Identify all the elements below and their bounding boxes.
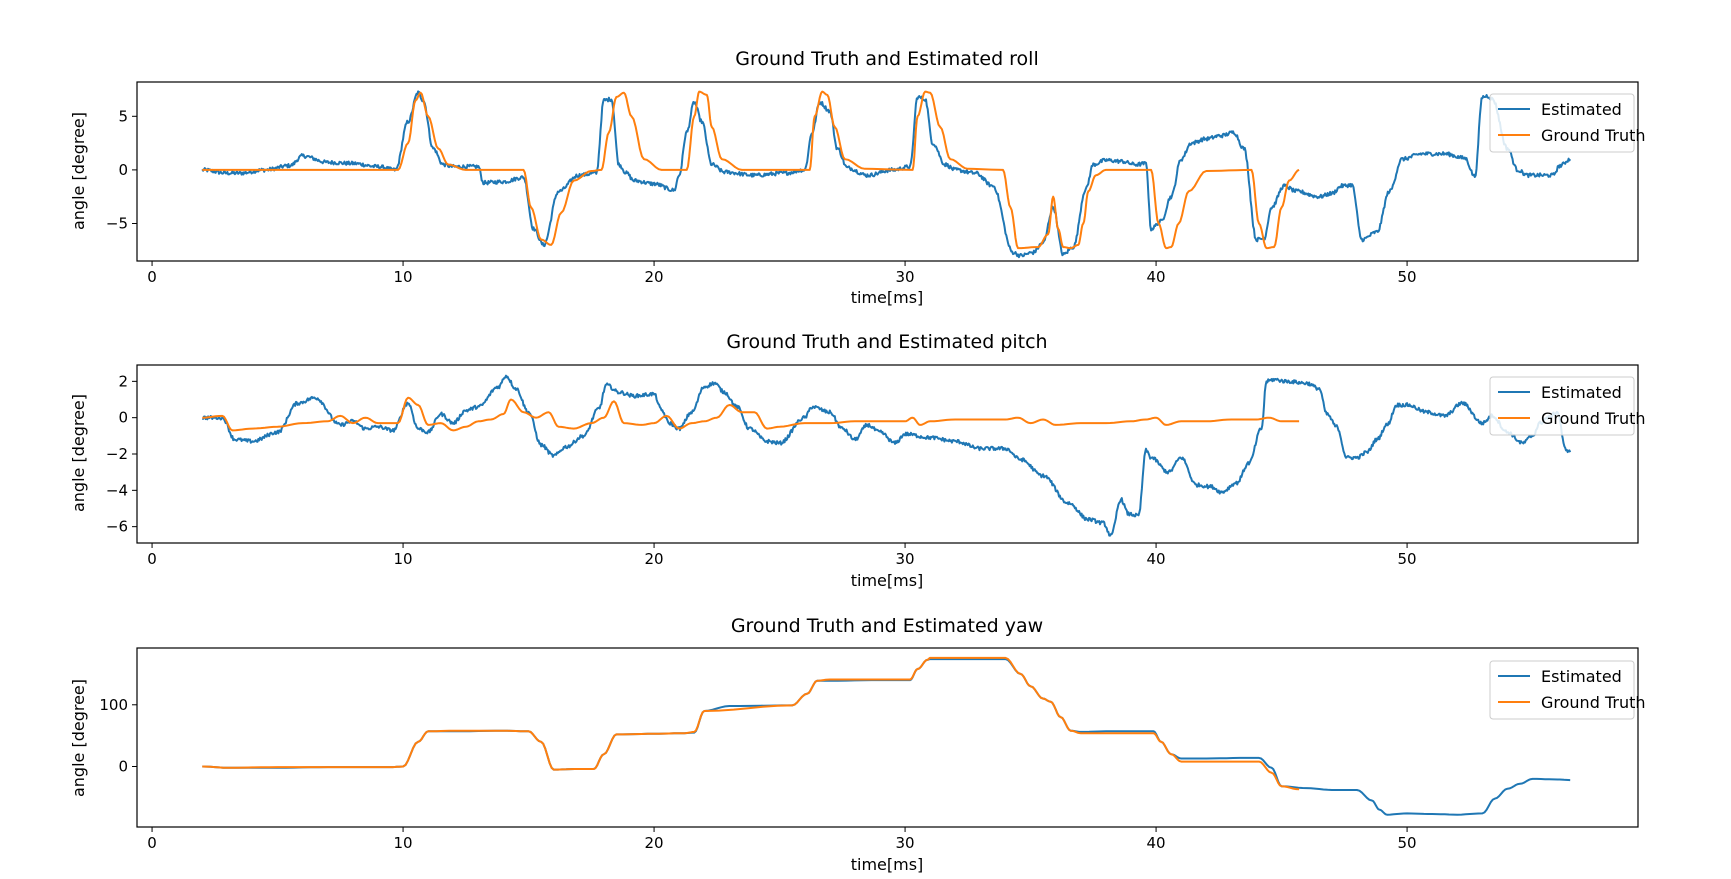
- plot-frame: [136, 647, 1639, 828]
- panel-title: Ground Truth and Estimated roll: [735, 48, 1039, 70]
- ticks: 0 10 20 30 40 50 0 100: [99, 696, 1416, 852]
- y-tick-label: 5: [118, 107, 128, 125]
- x-tick-label: 10: [394, 268, 413, 286]
- series-line-estimated: [202, 658, 1571, 816]
- y-tick-label: −2: [106, 445, 128, 463]
- legend-label-ground-truth: Ground Truth: [1541, 126, 1646, 145]
- y-axis-label: angle [degree]: [69, 679, 88, 797]
- legend: Estimated Ground Truth: [1489, 93, 1646, 153]
- legend-label-ground-truth: Ground Truth: [1541, 693, 1646, 712]
- x-tick-label: 20: [645, 834, 664, 852]
- y-tick-label: −5: [106, 214, 128, 232]
- x-tick-label: 40: [1147, 550, 1166, 568]
- series-lines: [201, 90, 1572, 259]
- legend: Estimated Ground Truth: [1489, 660, 1646, 720]
- legend-label-estimated: Estimated: [1541, 383, 1622, 402]
- x-tick-label: 0: [147, 834, 157, 852]
- series-line-ground-truth: [202, 396, 1300, 432]
- x-tick-label: 50: [1398, 550, 1417, 568]
- x-tick-label: 0: [147, 268, 157, 286]
- x-tick-label: 50: [1398, 268, 1417, 286]
- ticks: 0 10 20 30 40 50 −6 −4 −2 0 2: [106, 372, 1417, 568]
- legend-label-estimated: Estimated: [1541, 667, 1622, 686]
- x-tick-label: 20: [645, 550, 664, 568]
- panel-yaw: Ground Truth and Estimated yaw angle [de…: [69, 615, 1646, 874]
- x-tick-label: 50: [1398, 834, 1417, 852]
- x-tick-label: 10: [394, 834, 413, 852]
- legend: Estimated Ground Truth: [1489, 376, 1646, 436]
- x-tick-label: 30: [896, 268, 915, 286]
- x-tick-label: 20: [645, 268, 664, 286]
- panel-title: Ground Truth and Estimated pitch: [726, 331, 1047, 353]
- plot-frame: [136, 364, 1639, 544]
- legend-label-ground-truth: Ground Truth: [1541, 409, 1646, 428]
- x-tick-label: 40: [1147, 268, 1166, 286]
- y-tick-label: −4: [106, 481, 128, 499]
- x-tick-label: 30: [896, 834, 915, 852]
- x-tick-label: 0: [147, 550, 157, 568]
- series-line-ground-truth: [202, 656, 1300, 791]
- x-tick-label: 40: [1147, 834, 1166, 852]
- series-lines: [201, 374, 1572, 537]
- panel-roll: Ground Truth and Estimated roll angle [d…: [69, 48, 1646, 307]
- y-axis-label: angle [degree]: [69, 394, 88, 512]
- y-axis-label: angle [degree]: [69, 112, 88, 230]
- y-tick-label: 2: [118, 372, 128, 390]
- series-line-ground-truth: [202, 90, 1300, 250]
- y-tick-label: 0: [118, 409, 128, 427]
- plot-frame: [136, 81, 1639, 262]
- x-tick-label: 10: [394, 550, 413, 568]
- ticks: 0 10 20 30 40 50 −5 0 5: [106, 107, 1417, 286]
- panel-title: Ground Truth and Estimated yaw: [731, 615, 1043, 637]
- y-tick-label: −6: [106, 518, 128, 536]
- panel-pitch: Ground Truth and Estimated pitch angle […: [69, 331, 1646, 590]
- y-tick-label: 0: [118, 758, 128, 776]
- x-axis-label: time[ms]: [851, 288, 924, 307]
- y-tick-label: 100: [99, 696, 128, 714]
- x-axis-label: time[ms]: [851, 571, 924, 590]
- series-lines: [202, 656, 1571, 816]
- x-tick-label: 30: [896, 550, 915, 568]
- series-line-estimated: [201, 90, 1572, 259]
- y-tick-label: 0: [118, 161, 128, 179]
- legend-label-estimated: Estimated: [1541, 100, 1622, 119]
- x-axis-label: time[ms]: [851, 855, 924, 874]
- series-line-estimated: [201, 374, 1572, 537]
